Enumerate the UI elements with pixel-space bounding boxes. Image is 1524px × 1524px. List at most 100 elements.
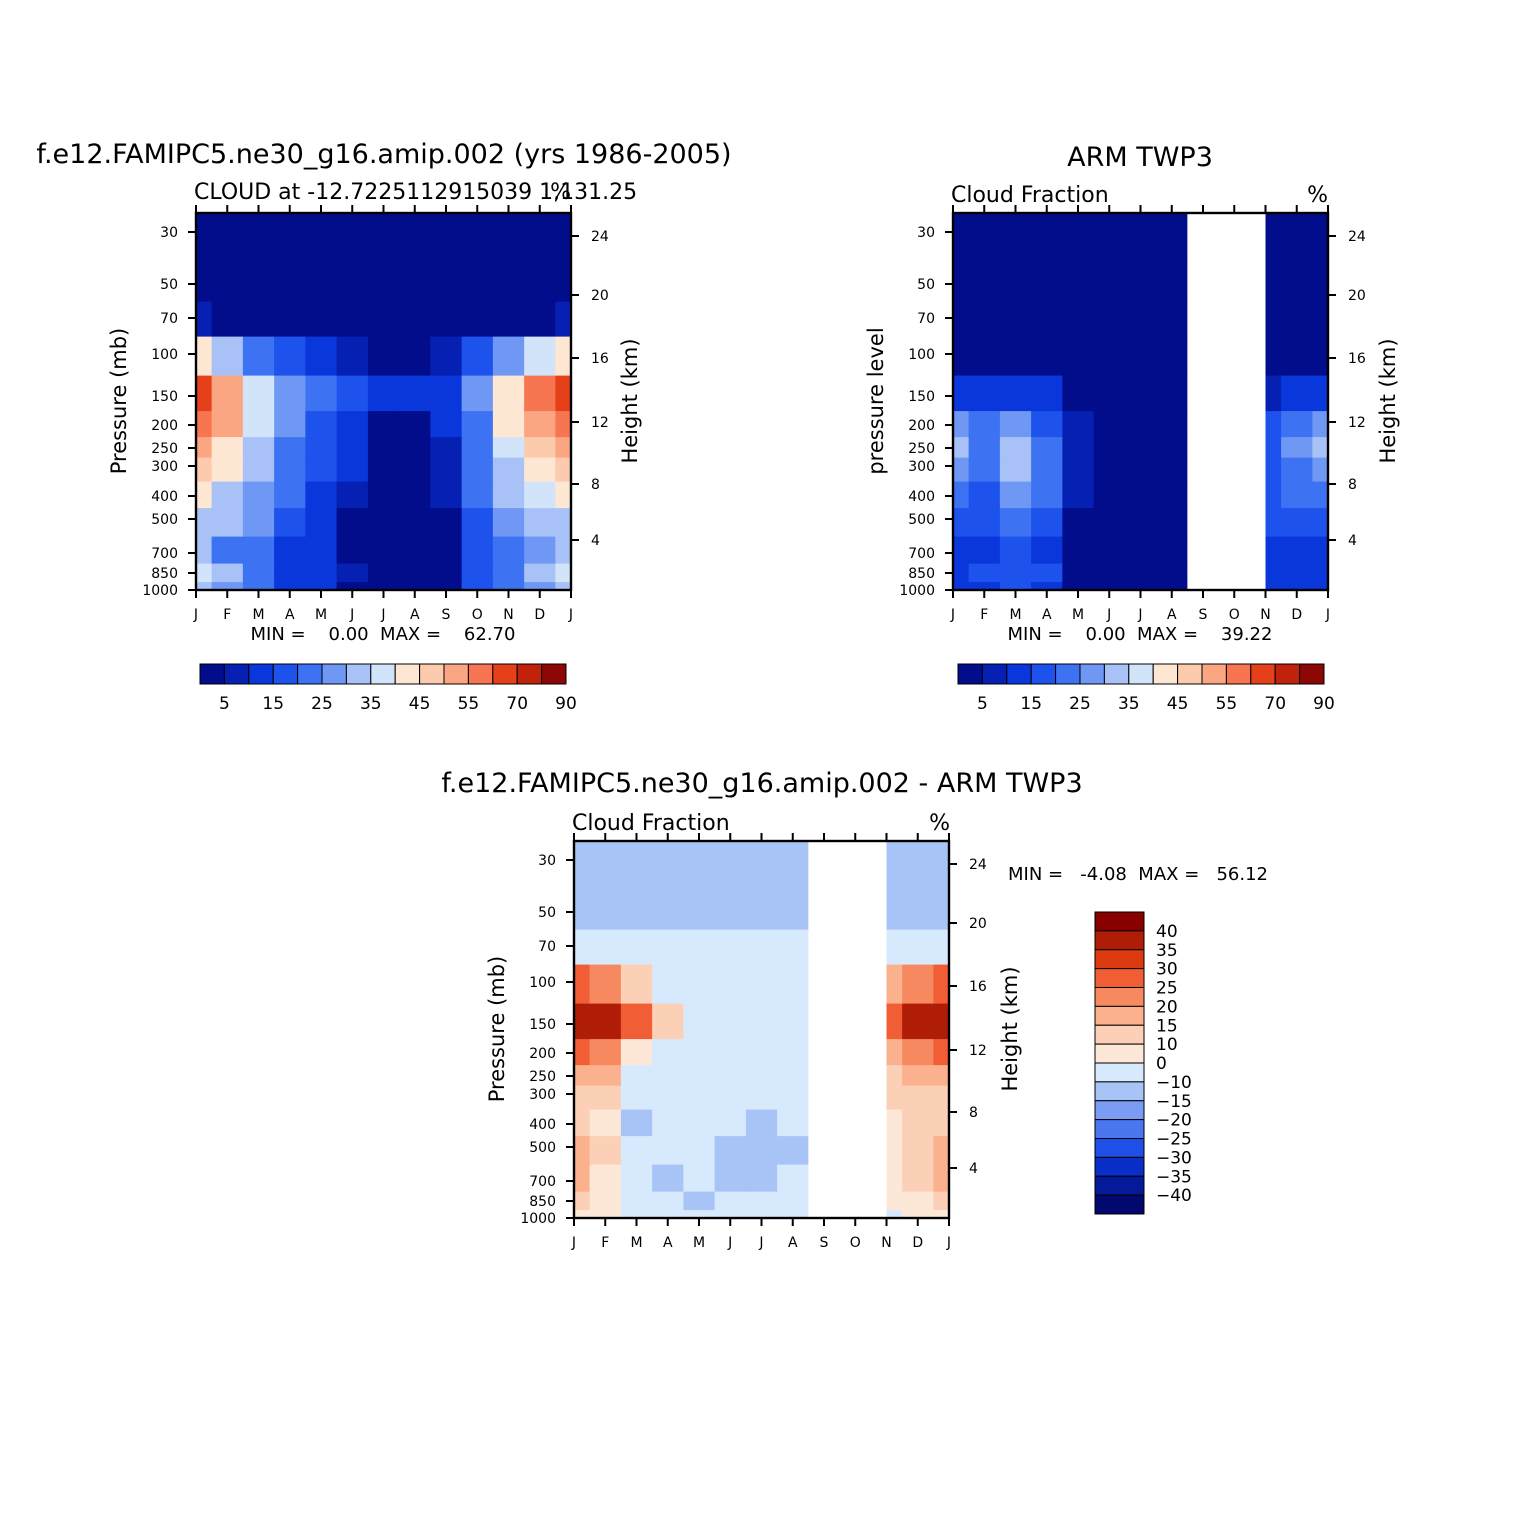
heatmap-cell xyxy=(430,581,463,591)
heatmap-cell xyxy=(953,375,970,412)
panel-obs: ARM TWP3 Cloud Fraction % pressure level… xyxy=(864,142,1400,714)
heatmap-cell xyxy=(274,301,306,337)
heatmap-cell xyxy=(933,1064,950,1086)
panel-obs-ylabel-right: Height (km) xyxy=(1376,338,1400,463)
heatmap-cell xyxy=(953,436,970,458)
heatmap-cell xyxy=(555,563,572,583)
heatmap-cell xyxy=(1124,563,1157,583)
heatmap-cell xyxy=(589,1003,622,1040)
heatmap-cell xyxy=(399,581,431,591)
y-tick-label-right: 12 xyxy=(969,1043,987,1059)
heatmap-cell xyxy=(714,886,747,930)
heatmap-cell xyxy=(274,457,306,482)
heatmap-cell xyxy=(589,929,622,965)
heatmap-cell xyxy=(652,929,684,965)
heatmap-cell xyxy=(196,258,213,302)
heatmap-cell xyxy=(968,213,1001,259)
heatmap-cell xyxy=(968,336,1001,376)
heatmap-cell xyxy=(589,1038,622,1066)
heatmap-cell xyxy=(305,213,338,259)
heatmap-cell xyxy=(933,1164,950,1192)
heatmap-cell xyxy=(367,213,400,259)
heatmap-cell xyxy=(953,258,970,302)
colorbar-label: 30 xyxy=(1156,960,1178,980)
heatmap-cell xyxy=(461,507,494,537)
heatmap-cell xyxy=(1156,301,1188,337)
heatmap-cell xyxy=(305,581,338,591)
y-tick-label: 200 xyxy=(151,418,178,434)
heatmap-cell xyxy=(1156,481,1188,509)
heatmap-cell xyxy=(1281,301,1313,337)
colorbar-swatch xyxy=(467,663,494,685)
x-tick-label: M xyxy=(630,1235,642,1251)
y-tick-label: 400 xyxy=(529,1117,556,1133)
heatmap-cell xyxy=(1281,336,1313,376)
heatmap-cell xyxy=(777,1085,809,1110)
x-tick-label: A xyxy=(285,607,295,623)
heatmap-cell xyxy=(274,536,306,564)
heatmap-cell xyxy=(492,436,525,458)
heatmap-cell xyxy=(968,410,1001,438)
x-tick-label: D xyxy=(912,1235,923,1251)
y-tick-label: 250 xyxy=(151,441,178,457)
heatmap-cell xyxy=(274,436,306,458)
heatmap-cell xyxy=(430,507,463,537)
heatmap-cell xyxy=(777,1038,809,1066)
y-tick-label: 1000 xyxy=(142,583,178,599)
heatmap-cell xyxy=(211,507,244,537)
colorbar-label: −25 xyxy=(1156,1130,1192,1150)
heatmap-cell xyxy=(652,886,684,930)
heatmap-cell xyxy=(1156,581,1188,591)
panel-obs-ylabel-left: pressure level xyxy=(864,327,888,474)
heatmap-cell xyxy=(524,213,556,259)
colorbar-swatch xyxy=(1094,1043,1145,1064)
x-tick-label: J xyxy=(568,607,573,623)
heatmap-cell xyxy=(196,563,213,583)
heatmap-cell xyxy=(1031,481,1063,509)
heatmap-cell xyxy=(430,536,463,564)
heatmap-cell xyxy=(1281,457,1313,482)
heatmap-cell xyxy=(1312,436,1329,458)
heatmap-cell xyxy=(968,563,1001,583)
y-tick-label: 70 xyxy=(160,311,178,327)
heatmap-cell xyxy=(1312,301,1329,337)
heatmap-cell xyxy=(461,213,494,259)
colorbar-label: 0 xyxy=(1156,1054,1167,1074)
heatmap-cell xyxy=(589,1209,622,1219)
x-tick-label: F xyxy=(601,1235,609,1251)
heatmap-cell xyxy=(1124,258,1157,302)
colorbar-swatch xyxy=(297,663,323,685)
y-tick-label-right: 24 xyxy=(591,229,609,245)
heatmap-cell xyxy=(1062,375,1095,412)
heatmap-cell xyxy=(242,536,275,564)
colorbar-swatch xyxy=(1274,663,1301,685)
panel-model-title: f.e12.FAMIPC5.ne30_g16.amip.002 (yrs 198… xyxy=(36,139,731,170)
x-tick-label: F xyxy=(223,607,231,623)
heatmap-cell xyxy=(242,581,275,591)
heatmap-cell xyxy=(242,436,275,458)
y-tick-label: 850 xyxy=(908,566,935,582)
colorbar-label: 35 xyxy=(1118,694,1140,714)
y-tick-label-right: 4 xyxy=(969,1161,978,1177)
x-tick-label: J xyxy=(727,1235,732,1251)
heatmap-cell xyxy=(933,1209,950,1219)
heatmap-cell xyxy=(589,1064,622,1086)
heatmap-cell xyxy=(902,1085,934,1110)
heatmap-cell xyxy=(274,481,306,509)
heatmap-cell xyxy=(524,410,556,438)
heatmap-cell xyxy=(714,841,747,887)
colorbar-label: 90 xyxy=(555,694,577,714)
y-tick-label: 70 xyxy=(538,939,556,955)
heatmap-cell xyxy=(953,410,970,438)
colorbar-label: 25 xyxy=(311,694,333,714)
heatmap-cell xyxy=(1031,563,1063,583)
x-tick-label: N xyxy=(1260,607,1270,623)
heatmap-cell xyxy=(211,536,244,564)
heatmap-cell xyxy=(461,563,494,583)
y-tick-label: 150 xyxy=(908,389,935,405)
heatmap-cell xyxy=(492,563,525,583)
y-tick-label: 30 xyxy=(538,853,556,869)
y-tick-label: 200 xyxy=(529,1046,556,1062)
colorbar-label: 35 xyxy=(360,694,382,714)
colorbar-label: 90 xyxy=(1313,694,1335,714)
